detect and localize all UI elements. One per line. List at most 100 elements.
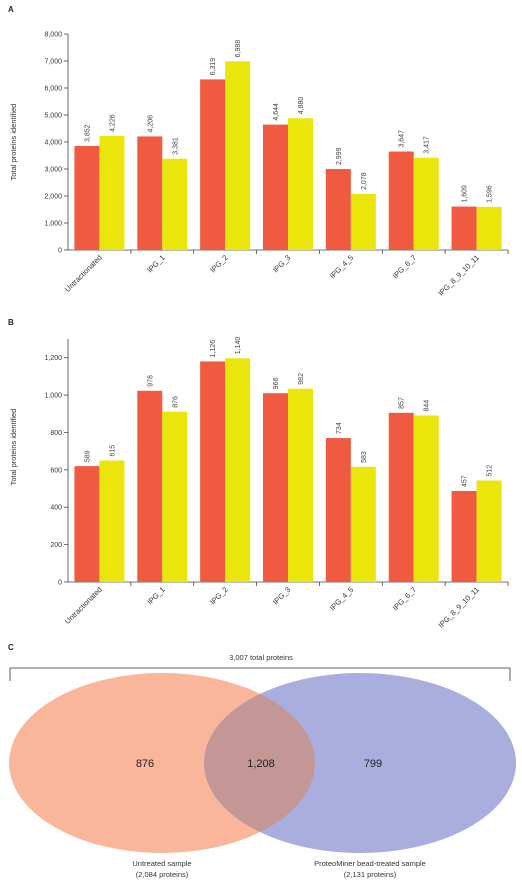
category-label: IPG_3 xyxy=(271,585,292,606)
bar-series2-IPG_2 xyxy=(225,61,251,250)
y-tick-label: 400 xyxy=(50,505,62,512)
bar-series2-IPG_4_5 xyxy=(350,193,376,250)
data-label: 1,596 xyxy=(487,185,494,203)
bar-series1-IPG_8_9_10_11 xyxy=(451,490,477,582)
bar-series2-IPG_2 xyxy=(225,358,251,582)
bar-chart-a: A Total proteins identified 0 1,000 2,000 3… xyxy=(8,5,509,298)
bar-series1-IPG_3 xyxy=(263,124,288,250)
category-label: IPG_4_5 xyxy=(328,585,355,612)
category-label: IPG_8_9_10_11 xyxy=(436,585,481,630)
category-label: IPG_1 xyxy=(145,253,166,274)
y-tick-label: 600 xyxy=(50,467,62,474)
bar-series2-IPG_8_9_10_11 xyxy=(476,480,502,582)
bar-series2-IPG_1 xyxy=(162,411,188,582)
data-label: 3,381 xyxy=(172,137,179,155)
y-axis-label-a: Total proteins identified xyxy=(9,104,18,181)
y-tick-label: 6,000 xyxy=(44,86,62,93)
venn-left-caption-line2: (2,084 proteins) xyxy=(136,870,189,879)
data-label: 3,647 xyxy=(399,130,406,148)
category-label: IPG_1 xyxy=(145,585,166,606)
category-label: IPG_6_7 xyxy=(391,253,418,280)
y-tick-label: 7,000 xyxy=(44,59,62,66)
y-tick-label: 8,000 xyxy=(44,32,62,39)
bar-series2-IPG_6_7 xyxy=(413,157,439,250)
data-label: 583 xyxy=(361,451,368,463)
bar-series1-IPG_8_9_10_11 xyxy=(451,206,477,250)
data-label: 457 xyxy=(462,475,469,487)
venn-diagram: C 3,007 total proteins 876 1,208 799 Unt… xyxy=(8,643,516,879)
bar-series1-Untractionated xyxy=(74,145,100,250)
data-label: 4,206 xyxy=(147,115,154,133)
y-tick-label: 4,000 xyxy=(44,140,62,147)
y-tick-label: 3,000 xyxy=(44,167,62,174)
data-label: 2,999 xyxy=(336,147,343,165)
bar-series1-IPG_3 xyxy=(263,393,288,582)
bar-series1-IPG_6_7 xyxy=(388,412,414,582)
data-label: 1,126 xyxy=(210,340,217,358)
y-axis-label-b: Total proteins identified xyxy=(9,409,18,486)
data-label: 982 xyxy=(298,373,305,385)
data-label: 966 xyxy=(273,377,280,389)
bar-series1-IPG_4_5 xyxy=(325,169,351,250)
y-tick-label: 0 xyxy=(58,248,62,255)
data-label: 844 xyxy=(424,400,431,412)
data-label: 6,988 xyxy=(235,40,242,58)
y-tick-label: 2,000 xyxy=(44,194,62,201)
y-tick-label: 5,000 xyxy=(44,113,62,120)
y-tick-label: 800 xyxy=(50,430,62,437)
bar-series2-Untractionated xyxy=(99,460,125,582)
data-label: 876 xyxy=(172,396,179,408)
data-label: 4,644 xyxy=(273,103,280,121)
category-label: IPG_6_7 xyxy=(391,585,418,612)
panel-label-a: A xyxy=(8,5,14,14)
panel-label-b: B xyxy=(8,318,14,327)
bar-series2-Untractionated xyxy=(99,135,125,250)
venn-total-bracket xyxy=(9,667,511,681)
category-label: IPG_2 xyxy=(208,585,229,606)
venn-right-caption-line1: ProteoMiner bead-treated sample xyxy=(314,859,426,868)
data-label: 512 xyxy=(487,465,494,477)
data-label: 4,226 xyxy=(109,114,116,132)
category-label: IPG_8_9_10_11 xyxy=(436,253,481,298)
category-label: Untractionated xyxy=(63,253,104,294)
data-label: 589 xyxy=(84,450,91,462)
data-label: 3,417 xyxy=(424,136,431,154)
venn-left-only-count: 876 xyxy=(136,758,154,770)
bar-series1-IPG_2 xyxy=(200,361,226,582)
bar-series1-IPG_2 xyxy=(200,79,226,251)
category-label: IPG_2 xyxy=(208,253,229,274)
data-label: 978 xyxy=(147,375,154,387)
venn-overlap-count: 1,208 xyxy=(247,758,275,770)
bar-series2-IPG_6_7 xyxy=(413,415,439,582)
data-label: 1,140 xyxy=(235,337,242,355)
bar-series2-IPG_8_9_10_11 xyxy=(476,206,502,250)
bar-series2-IPG_1 xyxy=(162,158,188,250)
category-label: Untractionated xyxy=(63,585,104,626)
bar-series1-IPG_1 xyxy=(137,136,163,250)
bar-chart-b: B Total proteins identified 0 200 400 600 80… xyxy=(8,318,509,630)
bar-series1-IPG_1 xyxy=(137,390,163,582)
data-label: 857 xyxy=(399,397,406,409)
bar-series2-IPG_4_5 xyxy=(350,466,376,582)
category-label: IPG_4_5 xyxy=(328,253,355,280)
y-tick-label: 1,200 xyxy=(44,355,62,362)
venn-right-only-count: 799 xyxy=(364,758,382,770)
bar-series1-IPG_4_5 xyxy=(325,438,351,582)
data-label: 4,880 xyxy=(298,97,305,115)
data-label: 1,609 xyxy=(462,185,469,203)
y-tick-label: 1,000 xyxy=(44,221,62,228)
venn-overlap-region xyxy=(204,673,315,853)
panel-label-c: C xyxy=(8,643,14,652)
data-label: 734 xyxy=(336,422,343,434)
y-tick-label: 0 xyxy=(58,580,62,587)
data-label: 2,078 xyxy=(361,172,368,190)
category-label: IPG_3 xyxy=(271,253,292,274)
y-tick-label: 1,000 xyxy=(44,393,62,400)
venn-left-caption-line1: Untreated sample xyxy=(132,859,191,868)
data-label: 6,319 xyxy=(210,58,217,76)
data-label: 615 xyxy=(109,445,116,457)
y-tick-label: 200 xyxy=(50,542,62,549)
bar-series1-Untractionated xyxy=(74,466,100,582)
data-label: 3,852 xyxy=(84,124,91,142)
